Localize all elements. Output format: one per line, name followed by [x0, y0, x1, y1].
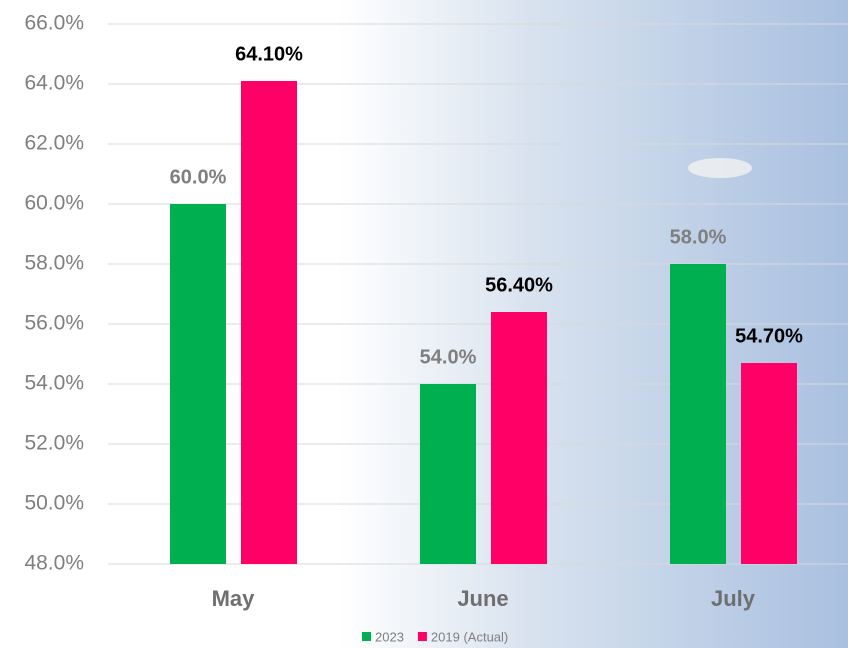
y-tick-label: 54.0%	[24, 372, 84, 395]
data-label: 64.10%	[235, 43, 303, 65]
legend-swatch	[362, 632, 371, 641]
x-tick-label: June	[457, 586, 508, 611]
legend-swatch	[418, 632, 427, 641]
x-tick-label: May	[212, 586, 256, 611]
legend-label: 2023	[375, 629, 404, 644]
bar	[491, 312, 547, 564]
y-tick-label: 62.0%	[24, 132, 84, 155]
y-tick-label: 60.0%	[24, 192, 84, 215]
chart: 48.0% 50.0% 52.0% 54.0% 56.0% 58.0% 60.0% 62.0%…	[0, 0, 848, 648]
background-decoration	[688, 158, 752, 178]
y-tick-label: 52.0%	[24, 432, 84, 455]
bar	[241, 81, 297, 564]
bar	[670, 264, 726, 564]
data-label: 56.40%	[485, 274, 553, 296]
data-label: 60.0%	[170, 166, 227, 188]
y-tick-label: 66.0%	[24, 12, 84, 35]
data-label: 54.0%	[420, 346, 477, 368]
data-label: 54.70%	[735, 325, 803, 347]
y-tick-label: 50.0%	[24, 492, 84, 515]
bar	[741, 363, 797, 564]
bar	[420, 384, 476, 564]
data-label: 58.0%	[670, 226, 727, 248]
y-tick-label: 56.0%	[24, 312, 84, 335]
y-tick-label: 58.0%	[24, 252, 84, 275]
legend-label: 2019 (Actual)	[431, 629, 508, 644]
y-tick-label: 64.0%	[24, 72, 84, 95]
y-tick-label: 48.0%	[24, 552, 84, 575]
bar	[170, 204, 226, 564]
x-tick-label: July	[711, 586, 756, 611]
